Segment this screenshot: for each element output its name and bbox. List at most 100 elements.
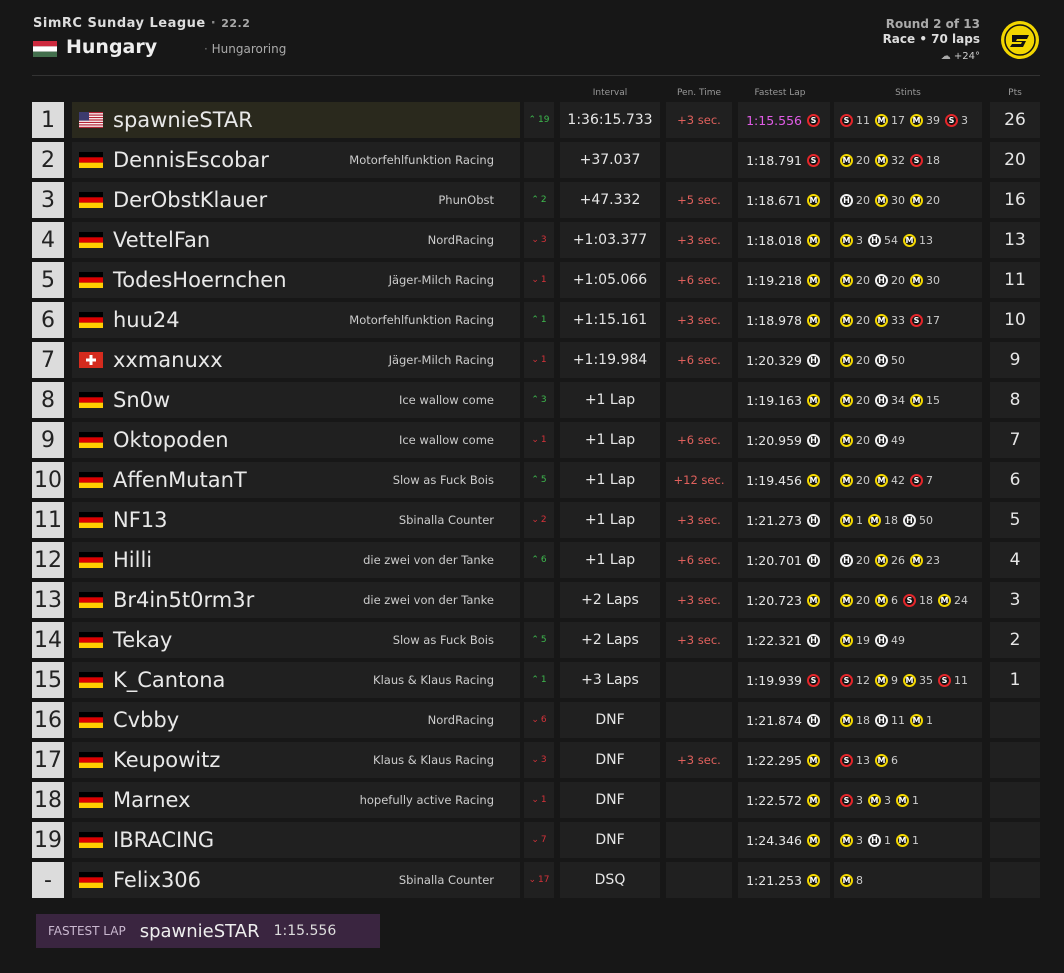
tyre-m: M — [840, 273, 853, 287]
track: Hungaroring — [211, 42, 287, 56]
position: 18 — [32, 782, 64, 818]
change-cell: ⌃ 6 — [524, 542, 554, 578]
interval: +47.332 — [579, 192, 641, 208]
penalty: +5 sec. — [677, 193, 721, 207]
stint: M 30 — [910, 273, 940, 287]
driver: DerObstKlauer — [113, 188, 268, 212]
driver-cell: xxmanuxx Jäger-Milch Racing — [72, 342, 520, 378]
change-cell: ⌃ 5 — [524, 462, 554, 498]
fastest-cell: 1:19.456 M — [738, 462, 830, 498]
tyre-m: M — [910, 553, 923, 567]
stint-laps: 20 — [856, 593, 870, 607]
stints-cell: M 20 H 20 M 30 — [834, 262, 982, 298]
change-cell: ⌃ 2 — [524, 182, 554, 218]
tyre-m: M — [840, 353, 853, 367]
driver: Sn0w — [113, 388, 171, 412]
driver: Felix306 — [113, 868, 202, 892]
col-fastest: Fastest Lap — [754, 88, 806, 98]
stint: H 50 — [903, 513, 933, 527]
flag — [79, 792, 103, 808]
stint-laps: 1 — [884, 833, 891, 847]
fastest-lap: 1:22.321 — [746, 632, 802, 648]
penalty-cell: +5 sec. — [666, 182, 732, 218]
flag — [79, 112, 103, 128]
position: 3 — [32, 182, 64, 218]
position: 1 — [32, 102, 64, 138]
stint-laps: 8 — [856, 873, 863, 887]
stint: S 11 — [938, 673, 968, 687]
penalty: +6 sec. — [677, 553, 721, 567]
driver: Hilli — [113, 548, 153, 572]
penalty-cell — [666, 782, 732, 818]
tyre-m: M — [807, 393, 820, 407]
stints-cell: M 18 H 11 M 1 — [834, 702, 982, 738]
tyre-m: M — [807, 873, 820, 887]
tyre-m: M — [896, 793, 909, 807]
driver: huu24 — [113, 308, 180, 332]
tyre-m: M — [807, 233, 820, 247]
change-cell: ⌄ 1 — [524, 342, 554, 378]
stint-laps: 24 — [954, 593, 968, 607]
fastest-cell: 1:20.723 M — [738, 582, 830, 618]
gain: 5 — [540, 475, 547, 485]
col-penalty: Pen. Time — [676, 88, 722, 98]
points-cell: 4 — [990, 542, 1040, 578]
tyre-s: S — [807, 673, 820, 687]
flag — [79, 512, 103, 528]
stint-laps: 9 — [891, 673, 898, 687]
stint: S 18 — [903, 593, 933, 607]
stint-laps: 13 — [919, 233, 933, 247]
tyre-h: H — [875, 393, 888, 407]
stint-laps: 54 — [884, 233, 898, 247]
tyre-m: M — [910, 713, 923, 727]
change-cell: ⌄ 17 — [524, 862, 554, 898]
tyre-m: M — [875, 593, 888, 607]
points: 1 — [1009, 670, 1021, 690]
stint-laps: 18 — [856, 713, 870, 727]
flag — [79, 312, 103, 328]
tyre-m: M — [807, 793, 820, 807]
tyre-s: S — [910, 153, 923, 167]
flag — [79, 272, 103, 288]
points: 5 — [1009, 510, 1021, 530]
tyre-m: M — [840, 153, 853, 167]
stint-laps: 20 — [926, 193, 940, 207]
stint-laps: 3 — [856, 833, 863, 847]
flag — [79, 472, 103, 488]
flag — [79, 432, 103, 448]
fastest-lap: 1:18.671 — [746, 192, 802, 208]
stint: M 20 — [840, 393, 870, 407]
team: hopefully active Racing — [359, 793, 494, 807]
driver-cell: Hilli die zwei von der Tanke — [72, 542, 520, 578]
driver-cell: Br4in5t0rm3r die zwei von der Tanke — [72, 582, 520, 618]
interval-cell: 1:36:15.733 — [560, 102, 660, 138]
points-cell: 26 — [990, 102, 1040, 138]
points: 20 — [1004, 150, 1026, 170]
penalty-cell: +3 sec. — [666, 222, 732, 258]
driver: xxmanuxx — [113, 348, 223, 372]
team: Ice wallow come — [398, 393, 494, 407]
points-cell: 7 — [990, 422, 1040, 458]
interval: DNF — [595, 832, 625, 848]
stint-laps: 3 — [856, 793, 863, 807]
penalty-cell: +3 sec. — [666, 622, 732, 658]
points-cell: 13 — [990, 222, 1040, 258]
driver: K_Cantona — [113, 668, 226, 692]
team: NordRacing — [427, 233, 494, 247]
tyre-m: M — [875, 553, 888, 567]
gain-arrow: ⌃ — [531, 635, 539, 645]
change-cell: ⌄ 7 — [524, 822, 554, 858]
stint-laps: 11 — [856, 113, 870, 127]
stint: H 20 — [840, 553, 870, 567]
flag — [79, 552, 103, 568]
tyre-m: M — [903, 673, 916, 687]
tyre-m: M — [910, 113, 923, 127]
points-cell: 16 — [990, 182, 1040, 218]
position: 4 — [32, 222, 64, 258]
flag — [79, 192, 103, 208]
interval-cell: +3 Laps — [560, 662, 660, 698]
